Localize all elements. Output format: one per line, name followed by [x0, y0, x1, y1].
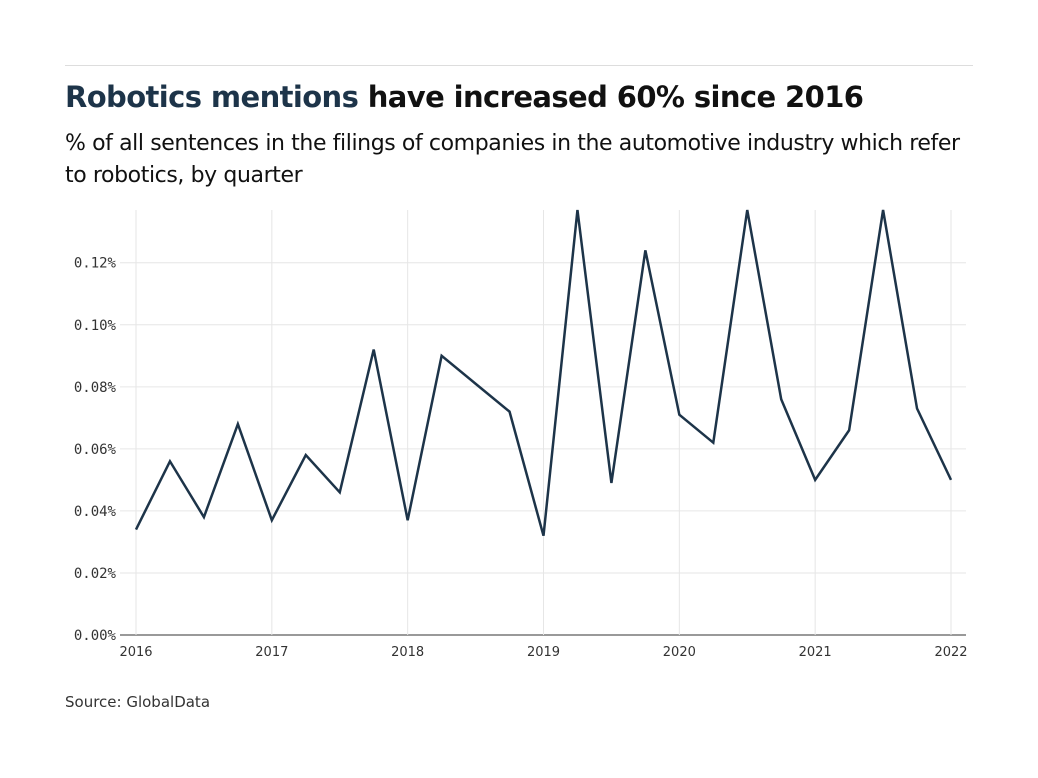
- x-tick-label: 2016: [119, 645, 152, 660]
- title-rest: have increased 60% since 2016: [358, 80, 864, 114]
- y-tick-label: 0.08%: [74, 380, 117, 396]
- chart-title: Robotics mentions have increased 60% sin…: [65, 80, 864, 114]
- y-tick-label: 0.12%: [74, 256, 117, 272]
- y-tick-label: 0.00%: [74, 628, 117, 644]
- source-note: Source: GlobalData: [65, 693, 211, 711]
- x-tick-label: 2019: [527, 645, 560, 660]
- y-tick-label: 0.10%: [74, 318, 117, 334]
- x-tick-label: 2017: [255, 645, 288, 660]
- top-rule: [65, 65, 973, 66]
- y-tick-label: 0.06%: [74, 442, 117, 458]
- y-tick-label: 0.02%: [74, 566, 117, 582]
- chart-subtitle: % of all sentences in the filings of com…: [65, 131, 960, 188]
- title-highlight: Robotics mentions: [65, 80, 359, 114]
- y-tick-label: 0.04%: [74, 504, 117, 520]
- x-tick-label: 2020: [663, 645, 696, 660]
- x-tick-label: 2021: [799, 645, 832, 660]
- x-tick-label: 2022: [934, 645, 967, 660]
- x-tick-label: 2018: [391, 645, 424, 660]
